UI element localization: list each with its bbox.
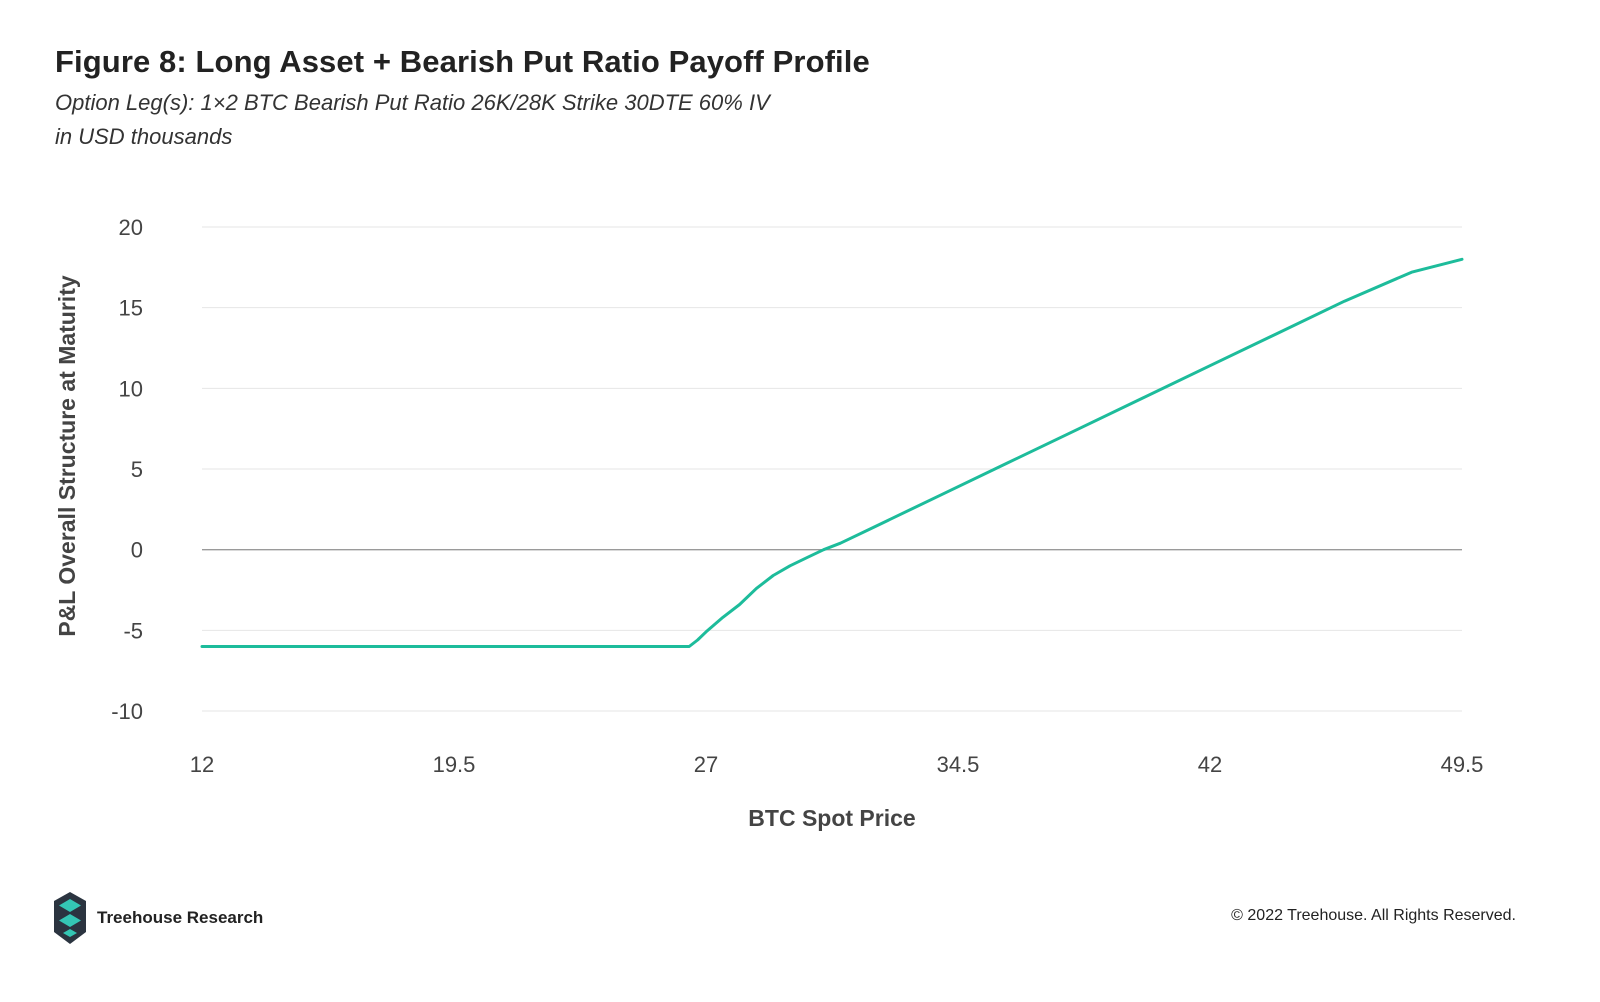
- y-gridlines: [202, 226, 1462, 712]
- treehouse-logo-icon: [54, 892, 86, 944]
- x-tick-label: 27: [694, 752, 718, 777]
- payoff-series-line: [200, 257, 1464, 648]
- y-tick-labels: 20 15 10 5 0 -5 -10: [111, 215, 143, 724]
- y-tick-label: 5: [131, 457, 143, 482]
- x-tick-label: 12: [190, 752, 214, 777]
- chart-subtitle-option-legs: Option Leg(s): 1×2 BTC Bearish Put Ratio…: [55, 90, 770, 115]
- x-tick-labels: 12 19.5 27 34.5 42 49.5: [190, 752, 1484, 777]
- x-axis-title: BTC Spot Price: [748, 805, 915, 831]
- x-tick-label: 49.5: [1441, 752, 1484, 777]
- y-tick-label: 0: [131, 538, 143, 563]
- chart-subtitle-units: in USD thousands: [55, 124, 233, 149]
- series-layer: [200, 257, 1464, 648]
- x-tick-label: 19.5: [433, 752, 476, 777]
- payoff-line-chart: 20 15 10 5 0 -5 -10 12 19.5 27 34.5 42 49.5 BTC Spo…: [54, 215, 1484, 831]
- y-tick-label: -10: [111, 699, 143, 724]
- brand-name: Treehouse Research: [97, 908, 264, 927]
- copyright-notice: © 2022 Treehouse. All Rights Reserved.: [1231, 907, 1516, 924]
- y-tick-label: -5: [123, 618, 143, 643]
- footer-brand: Treehouse Research: [54, 892, 263, 944]
- chart-title: Figure 8: Long Asset + Bearish Put Ratio…: [55, 44, 870, 79]
- y-tick-label: 15: [119, 296, 143, 321]
- x-tick-label: 42: [1198, 752, 1222, 777]
- y-axis-title: P&L Overall Structure at Maturity: [54, 275, 80, 636]
- y-tick-label: 20: [119, 215, 143, 240]
- y-tick-label: 10: [119, 376, 143, 401]
- x-tick-label: 34.5: [937, 752, 980, 777]
